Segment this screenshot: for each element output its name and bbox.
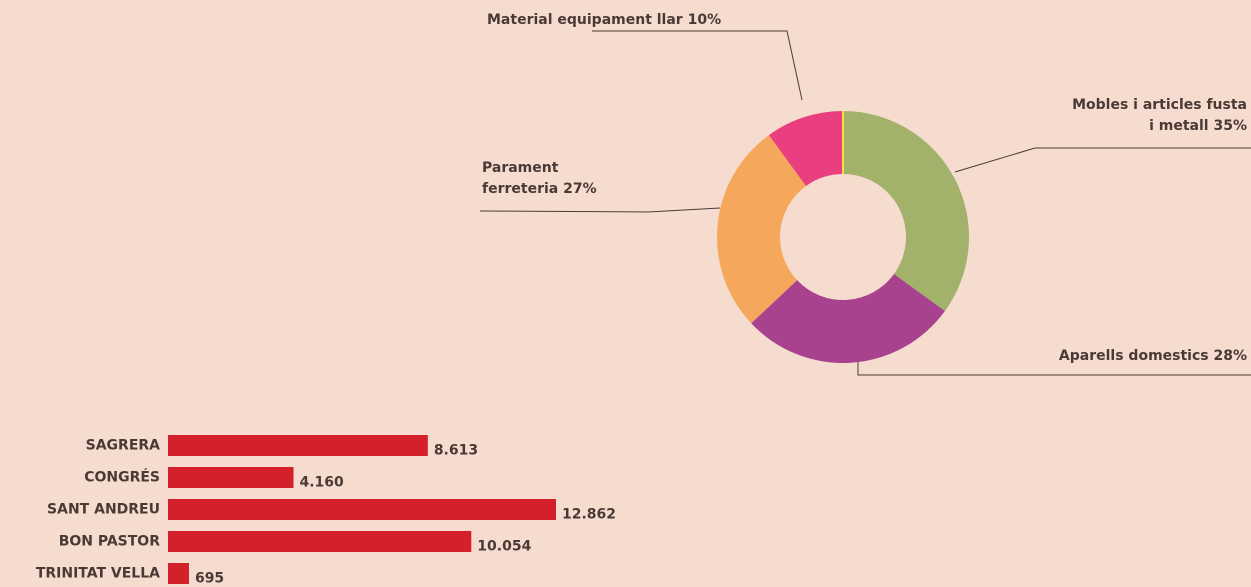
slice-label: Mobles i articles fusta i metall 35% xyxy=(1067,95,1247,137)
value-label: 10.054 xyxy=(477,539,531,555)
slice-name: Parament ferreteria xyxy=(482,160,559,197)
slice-name: Mobles i articles fusta i metall xyxy=(1072,97,1247,134)
value-label: 4.160 xyxy=(299,475,344,491)
slice xyxy=(843,111,970,312)
value-label: 8.613 xyxy=(434,443,478,459)
leader-line xyxy=(954,147,1251,173)
bar xyxy=(168,563,189,584)
slice xyxy=(751,274,945,363)
bar-label: SANT ANDREU xyxy=(47,502,160,518)
slice xyxy=(717,135,806,324)
slice-label: Material equipament llar 10% xyxy=(487,10,721,31)
slice-label: Parament ferreteria 27% xyxy=(482,158,622,200)
bar-label: CONGRÉS xyxy=(84,469,160,486)
value-label: 12.862 xyxy=(562,507,616,523)
bar xyxy=(168,435,428,456)
value-label: 695 xyxy=(195,571,224,587)
bar xyxy=(168,499,556,520)
leader-line xyxy=(592,30,803,101)
slice xyxy=(768,111,843,187)
bar xyxy=(168,531,472,552)
slice-value: 28% xyxy=(1213,348,1247,364)
leader-line xyxy=(479,207,721,213)
slice-value: 35% xyxy=(1213,118,1247,134)
bar-label: BON PASTOR xyxy=(59,534,161,550)
slice-name: Material equipament llar xyxy=(487,12,683,28)
slice-value: 27% xyxy=(563,181,597,197)
bar-label: SAGRERA xyxy=(86,438,161,454)
bar-label: TRINITAT VELLA xyxy=(36,566,160,582)
slice-label: Aparells domestics 28% xyxy=(1059,346,1247,367)
bar xyxy=(168,467,294,488)
slice-name: Aparells domestics xyxy=(1058,348,1209,364)
slice-value: 10% xyxy=(687,12,722,28)
